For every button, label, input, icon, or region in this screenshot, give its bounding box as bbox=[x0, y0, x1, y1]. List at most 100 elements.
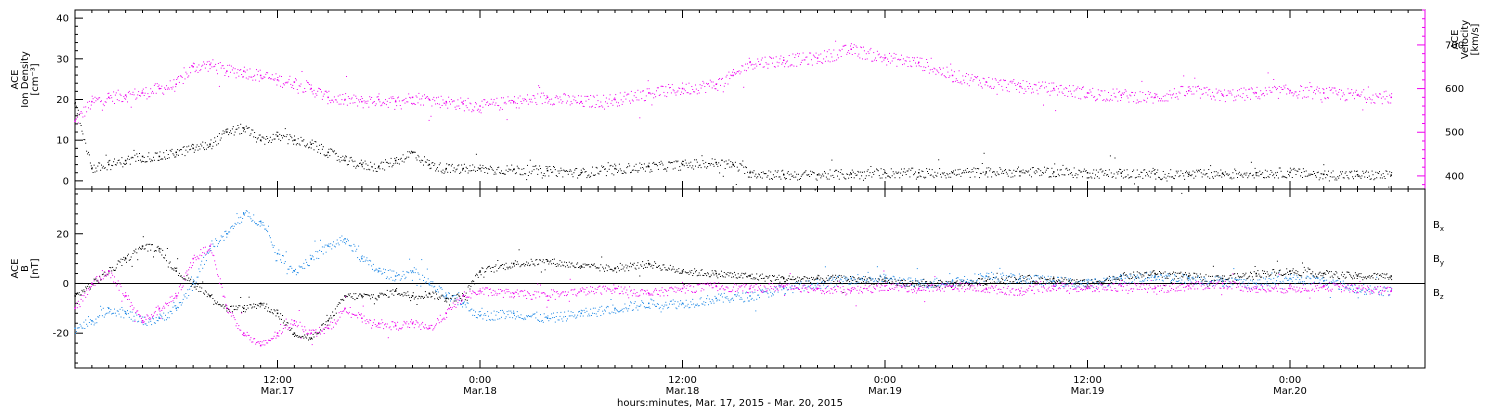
time-axis: 12:00Mar.170:00Mar.1812:00Mar.180:00Mar.… bbox=[261, 375, 1307, 397]
velocity-point bbox=[1356, 94, 1359, 96]
by-point bbox=[513, 312, 515, 315]
bz-point bbox=[462, 295, 464, 297]
bz-point bbox=[850, 290, 852, 292]
bz-point bbox=[209, 245, 211, 247]
bz-point bbox=[1086, 287, 1089, 290]
by-point bbox=[614, 307, 616, 310]
density-point bbox=[732, 163, 734, 166]
density-point bbox=[479, 167, 481, 170]
by-point bbox=[344, 238, 346, 240]
by-point bbox=[951, 280, 954, 282]
by-point bbox=[749, 295, 751, 297]
by-point bbox=[259, 220, 262, 223]
bz-point bbox=[276, 332, 279, 334]
bx-point bbox=[158, 247, 161, 250]
velocity-point bbox=[479, 105, 481, 107]
by-point bbox=[1188, 277, 1190, 280]
bz-point bbox=[394, 325, 397, 327]
velocity-point bbox=[141, 92, 144, 94]
bz-point bbox=[310, 332, 312, 334]
by-point bbox=[293, 270, 296, 272]
bz-point bbox=[259, 344, 262, 347]
bx-point bbox=[243, 307, 245, 310]
by-point bbox=[1120, 277, 1122, 280]
velocity-point bbox=[1086, 92, 1089, 94]
bx-point bbox=[1323, 272, 1325, 275]
bz-point bbox=[1019, 290, 1021, 292]
velocity-point bbox=[428, 98, 431, 101]
density-point bbox=[243, 127, 245, 129]
bx-point bbox=[546, 260, 549, 262]
bz-point bbox=[783, 285, 785, 287]
bz-point bbox=[327, 327, 329, 329]
velocity-point bbox=[1019, 85, 1021, 88]
time-tick-label: 0:00 bbox=[469, 375, 491, 386]
velocity-point bbox=[310, 87, 312, 90]
density-point bbox=[175, 151, 177, 154]
time-tick-label: 0:00 bbox=[874, 375, 896, 386]
by-point bbox=[361, 257, 363, 260]
velocity-point bbox=[361, 100, 363, 103]
by-point bbox=[327, 245, 329, 247]
bx-point bbox=[361, 295, 363, 297]
velocity-point bbox=[259, 74, 262, 77]
density-point bbox=[1255, 172, 1257, 174]
b-axis-title-line: B bbox=[20, 265, 31, 272]
velocity-point bbox=[243, 70, 245, 72]
by-point bbox=[479, 315, 481, 317]
by-point bbox=[985, 275, 987, 277]
bz-point bbox=[985, 287, 987, 290]
bz-point bbox=[226, 307, 228, 310]
density-point bbox=[310, 143, 312, 145]
density-series bbox=[74, 102, 1393, 194]
density-point bbox=[1053, 171, 1055, 173]
velocity-point bbox=[580, 100, 582, 103]
bz-series bbox=[74, 243, 1393, 347]
legend-by: By bbox=[1433, 254, 1444, 267]
velocity-point bbox=[226, 70, 228, 72]
density-point bbox=[108, 163, 110, 166]
density-axis-tick-label: 10 bbox=[56, 136, 69, 147]
velocity-point bbox=[614, 98, 616, 101]
velocity-point bbox=[411, 96, 414, 99]
bx-point bbox=[580, 265, 582, 267]
velocity-point bbox=[1154, 96, 1156, 99]
density-point bbox=[1086, 172, 1089, 174]
bz-point bbox=[1188, 285, 1190, 287]
bz-point bbox=[192, 257, 194, 260]
bx-point bbox=[1255, 272, 1257, 275]
bz-point bbox=[648, 292, 650, 295]
bx-point bbox=[681, 270, 684, 272]
by-point bbox=[378, 270, 380, 272]
bx-point bbox=[1356, 275, 1359, 277]
velocity-point bbox=[394, 100, 397, 103]
bz-point bbox=[1221, 282, 1224, 285]
velocity-point bbox=[985, 81, 987, 83]
by-point bbox=[1323, 280, 1325, 282]
by-point bbox=[918, 282, 920, 285]
bx-point bbox=[344, 295, 346, 297]
date-tick-label: Mar.19 bbox=[868, 386, 902, 397]
velocity-point bbox=[175, 83, 177, 85]
velocity-point bbox=[1120, 94, 1122, 96]
bz-point bbox=[91, 282, 93, 285]
density-point bbox=[192, 147, 194, 150]
density-point bbox=[850, 173, 852, 175]
velocity-axis-tick-label: 500 bbox=[1445, 128, 1464, 139]
velocity-point bbox=[951, 74, 954, 77]
bz-point bbox=[124, 295, 127, 297]
density-point bbox=[209, 143, 211, 145]
velocity-point bbox=[344, 98, 346, 101]
velocity-axis-title-line: ACE bbox=[1450, 30, 1461, 50]
density-point bbox=[1221, 172, 1224, 175]
density-point bbox=[918, 172, 920, 174]
velocity-point bbox=[276, 79, 279, 81]
velocity-point bbox=[1221, 94, 1224, 96]
bx-point bbox=[445, 297, 447, 300]
bz-point bbox=[614, 287, 616, 290]
velocity-axis-title-line: [km/s] bbox=[1470, 23, 1481, 55]
bx-point bbox=[783, 277, 785, 280]
velocity-axis-tick-label: 600 bbox=[1445, 84, 1464, 95]
by-point bbox=[276, 252, 279, 255]
bz-point bbox=[344, 307, 346, 310]
